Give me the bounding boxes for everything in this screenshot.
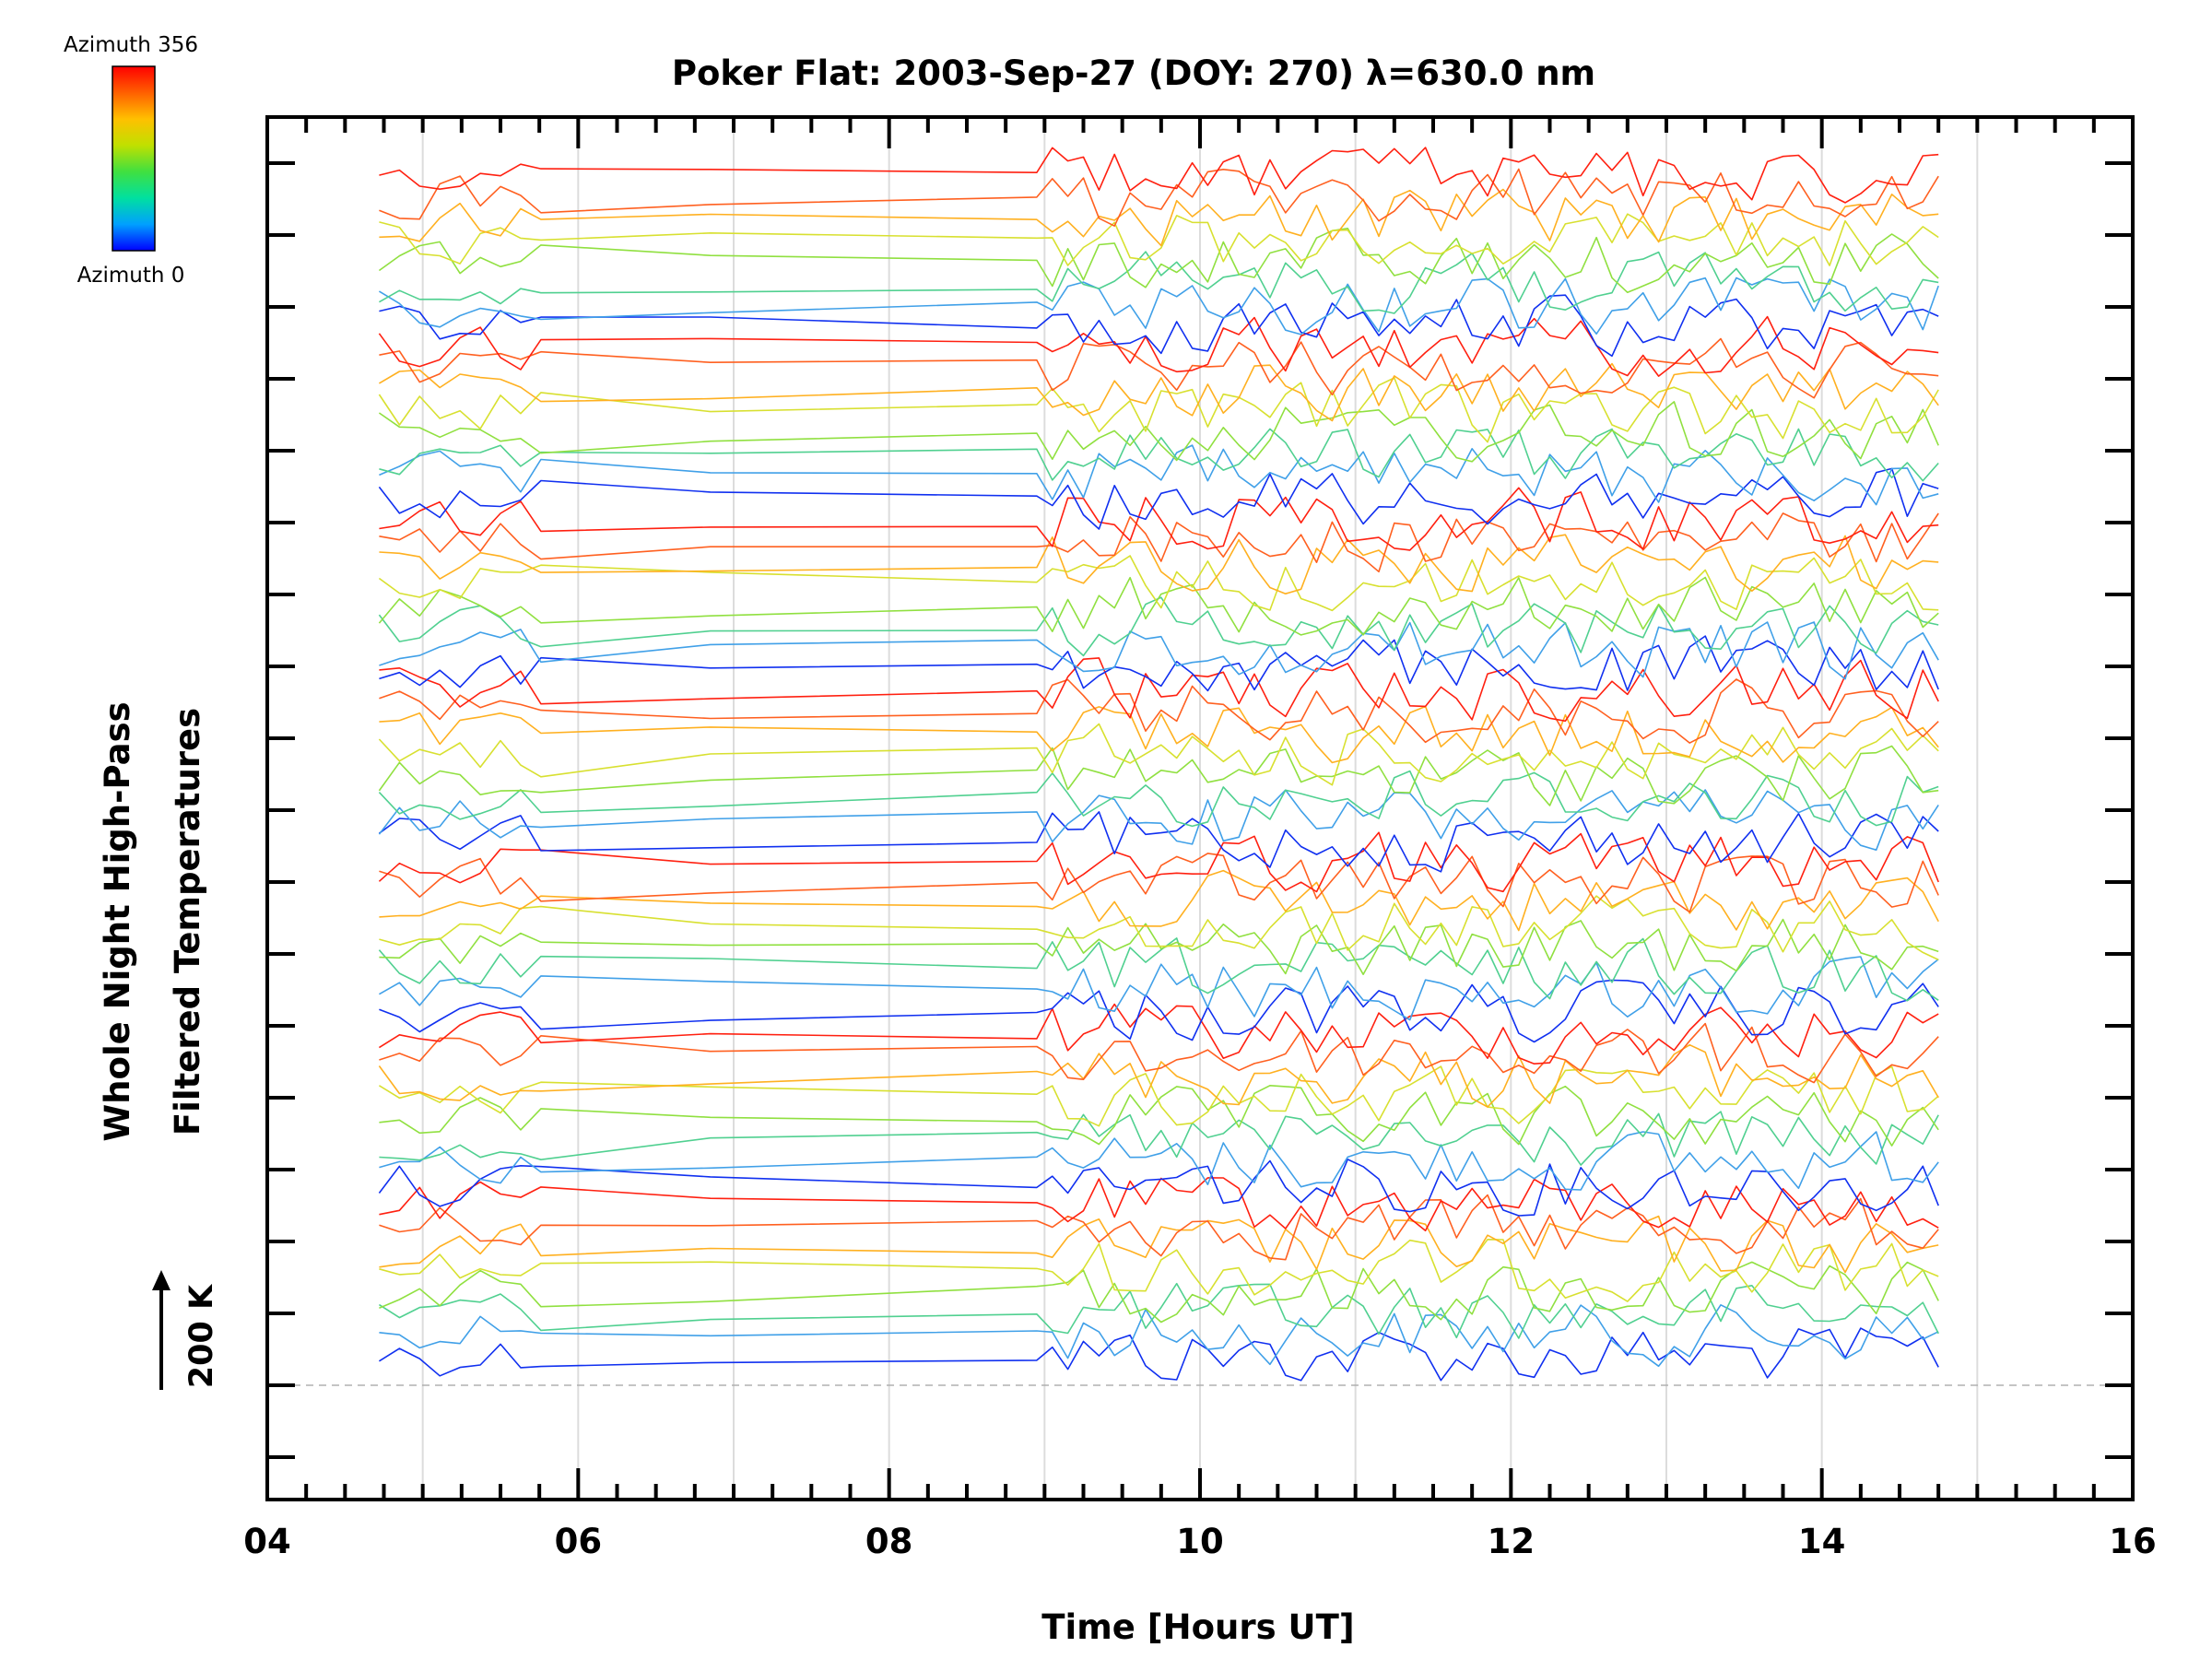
temperature-trace [378, 831, 1939, 893]
colorbar-top-label: Azimuth 356 [64, 33, 198, 57]
x-tick-label: 08 [865, 1522, 913, 1561]
temperature-trace [379, 1022, 1939, 1084]
temperature-trace [378, 811, 1939, 873]
x-axis-label: Time [Hours UT] [1041, 1607, 1354, 1647]
temperature-trace [379, 1085, 1939, 1147]
temperature-trace [379, 294, 1939, 358]
temperature-trace [379, 251, 1939, 314]
chart-title: Poker Flat: 2003-Sep-27 (DOY: 270) λ=630… [672, 53, 1595, 93]
temperature-traces [378, 147, 1939, 1382]
temperature-trace [378, 362, 1939, 422]
x-tick-label: 14 [1798, 1522, 1846, 1561]
y-axis-label-line2: Filtered Temperatures [168, 708, 207, 1135]
temperature-trace [378, 377, 1939, 443]
temperature-trace [379, 1177, 1939, 1232]
y-axis-label-line1: Whole Night High-Pass [98, 701, 137, 1141]
temperature-trace [379, 918, 1939, 975]
temperature-trace [379, 428, 1939, 482]
temperature-trace [379, 487, 1939, 551]
x-tick-labels: 04 06 08 10 12 14 16 [243, 1522, 2157, 1561]
y-axis-label: Whole Night High-Pass Filtered Temperatu… [98, 701, 207, 1141]
temperature-trace [379, 337, 1939, 399]
temperature-trace [379, 621, 1939, 680]
temperature-trace [379, 444, 1939, 506]
x-gridlines [421, 117, 1979, 1500]
x-tick-label: 12 [1488, 1522, 1535, 1561]
colorbar-gradient [112, 65, 156, 252]
temperature-trace [378, 228, 1939, 294]
scale-arrow-head [152, 1270, 171, 1290]
temperature-trace [379, 635, 1939, 692]
temperature-trace [379, 1261, 1939, 1324]
temperature-trace [379, 1111, 1939, 1166]
temperature-trace [379, 1215, 1939, 1274]
temperature-trace [378, 789, 1939, 852]
temperature-trace [378, 276, 1939, 335]
colorbar: Azimuth 356 Azimuth 0 [64, 33, 198, 288]
temperature-trace [379, 213, 1939, 266]
temperature-trace [379, 678, 1939, 744]
x-tick-label: 04 [243, 1522, 291, 1561]
temperature-trace [379, 853, 1939, 913]
x-tick-label: 06 [555, 1522, 603, 1561]
temperature-trace [378, 1282, 1939, 1339]
temperature-trace [379, 168, 1939, 227]
temperature-trace [378, 1003, 1939, 1065]
temperature-trace [379, 705, 1939, 764]
temperature-trace [378, 770, 1939, 828]
temperature-trace [378, 1159, 1939, 1217]
temperature-trace [379, 512, 1939, 573]
temperature-trace [379, 657, 1939, 723]
temperature-trace [378, 555, 1939, 612]
axis-ticks [265, 117, 2135, 1500]
temperature-trace [378, 1065, 1939, 1127]
scale-label: 200 K [183, 1283, 220, 1388]
temperature-trace [378, 596, 1939, 657]
temperature-trace [379, 1304, 1939, 1368]
temperature-trace [379, 188, 1939, 247]
temperature-trace [379, 1131, 1939, 1191]
temperature-trace [379, 956, 1939, 1021]
temperature-trace [378, 1043, 1939, 1108]
temperature-trace [378, 576, 1939, 636]
temperature-trace [378, 1327, 1939, 1382]
temperature-trace [379, 1239, 1939, 1302]
temperature-trace [379, 979, 1939, 1043]
temperature-trace [379, 895, 1939, 961]
temperature-trace [378, 315, 1939, 377]
x-tick-label: 16 [2109, 1522, 2157, 1561]
temperature-trace [378, 723, 1939, 786]
temperature-trace [378, 937, 1939, 1002]
temperature-trace [379, 147, 1939, 204]
x-tick-label: 10 [1176, 1522, 1224, 1561]
temperature-trace [379, 1194, 1939, 1261]
temperature-trace [379, 534, 1939, 595]
scale-indicator: 200 K [152, 1270, 220, 1390]
temperature-trace [379, 869, 1939, 932]
temperature-trace [378, 467, 1939, 530]
colorbar-bottom-label: Azimuth 0 [77, 264, 185, 288]
